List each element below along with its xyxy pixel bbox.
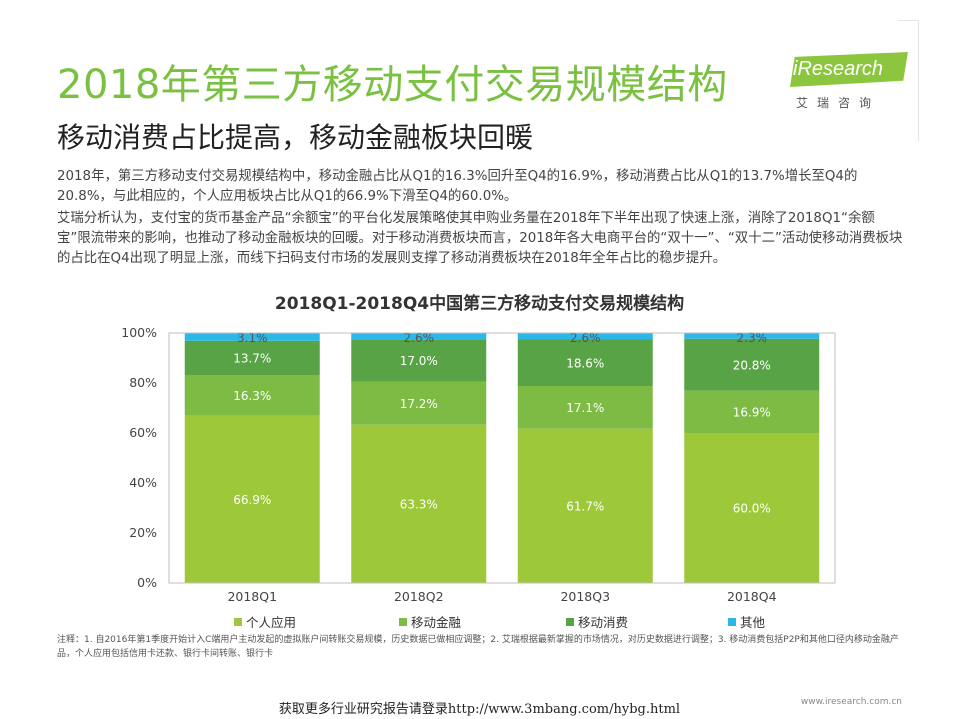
bar-segment-consumption xyxy=(184,340,320,375)
data-label: 17.0% xyxy=(400,354,438,368)
bar-segment-other xyxy=(351,332,487,340)
data-label: 16.3% xyxy=(233,389,271,403)
logo-frame xyxy=(898,20,919,141)
bar-segment-consumption xyxy=(684,338,820,391)
legend-label: 移动消费 xyxy=(578,615,629,630)
legend-item: 移动消费 xyxy=(566,612,628,631)
data-label: 63.3% xyxy=(400,497,438,511)
data-label: 2.6% xyxy=(570,331,601,345)
footer-banner: 获取更多行业研究报告请登录http://www.3mbang.com/hybg.… xyxy=(278,702,681,717)
summary-paragraph: 2018年，第三方移动支付交易规模结构中，移动金融占比从Q1的16.3%回升至Q… xyxy=(57,169,858,204)
bar-segment-consumption xyxy=(351,339,487,382)
analysis-paragraph: 艾瑞分析认为，支付宝的货币基金产品“余额宝”的平台化发展策略使其申购业务量在20… xyxy=(57,211,903,266)
data-label: 3.1% xyxy=(237,331,268,345)
legend-label: 个人应用 xyxy=(246,615,297,630)
bar-segment-personal xyxy=(684,433,820,583)
legend-label: 其他 xyxy=(740,615,766,630)
bar-segment-other xyxy=(517,333,653,340)
x-tick-label: 2018Q4 xyxy=(727,589,777,604)
data-label: 60.0% xyxy=(733,502,771,516)
legend-item: 个人应用 xyxy=(234,612,296,631)
bar-segment-finance xyxy=(351,381,487,425)
data-label: 17.1% xyxy=(566,401,604,415)
y-tick-label: 60% xyxy=(129,425,157,440)
plot-frame xyxy=(168,332,836,584)
logo-brand-text: iResearch xyxy=(793,58,884,80)
data-label: 16.9% xyxy=(733,405,771,419)
x-tick-label: 2018Q2 xyxy=(394,589,444,604)
source-url: www.iresearch.com.cn xyxy=(800,697,902,707)
y-tick-label: 100% xyxy=(121,325,157,340)
legend-swatch xyxy=(234,618,242,626)
page-subtitle: 移动消费占比提高，移动金融板块回暖 xyxy=(57,121,534,154)
bar-segment-personal xyxy=(351,424,487,583)
logo-subtext: 艾瑞咨询 xyxy=(796,96,881,110)
x-tick-label: 2018Q1 xyxy=(227,589,277,604)
bar-segment-other xyxy=(184,333,320,341)
legend-label: 移动金融 xyxy=(411,615,462,630)
y-tick-label: 0% xyxy=(137,575,157,590)
bar-segment-personal xyxy=(517,428,653,583)
x-tick-label: 2018Q3 xyxy=(560,589,610,604)
data-label: 66.9% xyxy=(233,493,271,507)
y-tick-label: 80% xyxy=(129,375,157,390)
data-label: 13.7% xyxy=(233,351,271,365)
data-label: 20.8% xyxy=(733,358,771,372)
legend-item: 移动金融 xyxy=(399,612,461,631)
bar-segment-finance xyxy=(184,375,320,416)
data-label: 61.7% xyxy=(566,499,604,513)
legend-swatch xyxy=(566,618,574,626)
legend-item: 其他 xyxy=(728,612,765,631)
bar-segment-personal xyxy=(184,415,320,583)
chart-legend: 个人应用 移动金融 移动消费 其他 xyxy=(0,612,959,631)
y-tick-label: 20% xyxy=(129,525,157,540)
chart-title: 2018Q1-2018Q4中国第三方移动支付交易规模结构 xyxy=(274,294,685,314)
bar-segment-other xyxy=(684,333,820,339)
data-label: 2.3% xyxy=(737,331,768,345)
bar-segment-finance xyxy=(684,390,820,433)
legend-swatch xyxy=(728,618,736,626)
data-label: 18.6% xyxy=(566,356,604,370)
data-label: 17.2% xyxy=(400,397,438,411)
page-title: 2018年第三方移动支付交易规模结构 xyxy=(57,62,728,108)
data-label: 2.6% xyxy=(404,331,435,345)
legend-swatch xyxy=(399,618,407,626)
bar-segment-consumption xyxy=(517,339,653,386)
iresearch-logo xyxy=(790,52,908,87)
chart-notes: 注释：1. 自2016年第1季度开始计入C端用户主动发起的虚拟账户间转账交易规模… xyxy=(57,635,899,659)
y-tick-label: 40% xyxy=(129,475,157,490)
bar-segment-finance xyxy=(517,386,653,429)
